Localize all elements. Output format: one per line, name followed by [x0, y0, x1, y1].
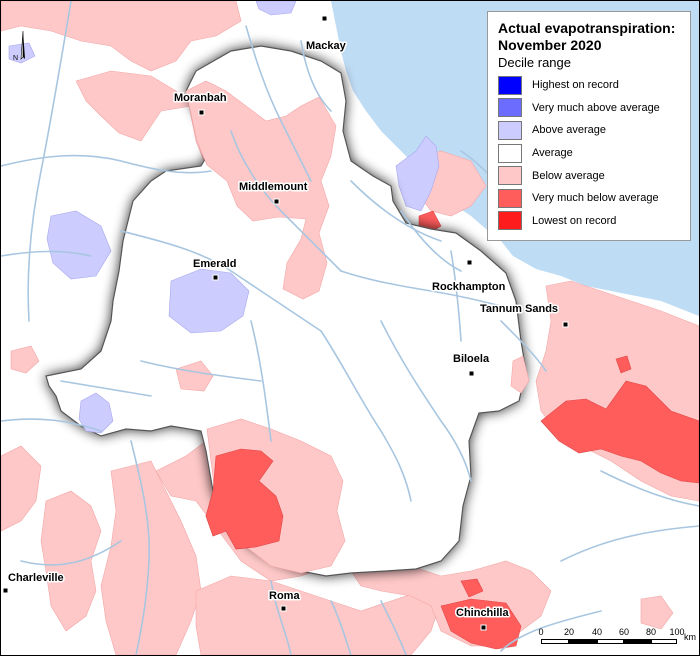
legend-item-very-much-above-average: Very much above average	[498, 97, 680, 120]
town-marker-charleville	[2, 587, 9, 594]
scale-segment	[541, 639, 569, 644]
legend-item-highest-on-record: Highest on record	[498, 74, 680, 97]
legend-label: Highest on record	[532, 79, 619, 92]
town-label-roma: Roma	[269, 590, 300, 602]
town-label-middlemount: Middlemount	[239, 181, 308, 193]
legend-swatch	[498, 143, 522, 163]
legend-label: Lowest on record	[532, 214, 617, 227]
town-label-emerald: Emerald	[193, 258, 236, 270]
legend-label: Below average	[532, 169, 605, 182]
legend-item-above-average: Above average	[498, 119, 680, 142]
north-arrow-icon	[20, 30, 25, 60]
scale-tick-label: 60	[618, 627, 630, 637]
town-marker-rockhampton	[466, 259, 473, 266]
scale-segment	[624, 639, 651, 644]
scale-tick-label: 100	[669, 627, 685, 637]
town-marker-roma	[280, 605, 287, 612]
town-label-moranbah: Moranbah	[174, 92, 227, 104]
legend-label: Average	[532, 147, 573, 160]
scale-tick-label: 40	[591, 627, 603, 637]
legend-title-line2: November 2020	[498, 37, 602, 53]
legend-swatch	[498, 211, 522, 231]
town-label-chinchilla: Chinchilla	[456, 607, 509, 619]
town-label-charleville: Charleville	[8, 572, 64, 584]
town-label-rockhampton: Rockhampton	[432, 281, 506, 293]
scale-segment	[569, 639, 597, 644]
legend-swatch	[498, 188, 522, 208]
town-marker-middlemount	[273, 198, 280, 205]
town-marker-biloela	[468, 370, 475, 377]
legend-swatch	[498, 98, 522, 118]
legend-label: Above average	[532, 124, 606, 137]
legend: Actual evapotranspiration: November 2020…	[487, 11, 691, 241]
legend-swatch	[498, 166, 522, 186]
scale-segment	[597, 639, 624, 644]
scale-bar: 0 20 40 60 80 100 km	[538, 627, 696, 653]
scale-tick-label: 20	[563, 627, 575, 637]
legend-label: Very much above average	[532, 101, 660, 114]
legend-item-lowest-on-record: Lowest on record	[498, 210, 680, 233]
scale-tick-label: 0	[538, 627, 544, 637]
legend-rows: Highest on record Very much above averag…	[498, 74, 680, 232]
town-markers	[2, 15, 569, 631]
legend-label: Very much below average	[532, 192, 659, 205]
legend-title-line1: Actual evapotranspiration:	[498, 20, 676, 36]
scale-tick-label: 80	[645, 627, 657, 637]
town-marker-tannum-sands	[562, 321, 569, 328]
scale-unit-label: km	[684, 632, 696, 642]
legend-swatch	[498, 120, 522, 140]
legend-subtitle: Decile range	[498, 55, 571, 70]
basin-very-much-below-average-areas	[205, 448, 284, 550]
town-label-mackay: Mackay	[306, 40, 347, 52]
town-label-biloela: Biloela	[453, 353, 490, 365]
town-marker-chinchilla	[480, 624, 487, 631]
north-arrow-label: N	[13, 55, 19, 62]
legend-swatch	[498, 75, 522, 95]
legend-title: Actual evapotranspiration: November 2020	[498, 20, 680, 54]
north-arrow: N	[7, 29, 37, 69]
legend-item-average: Average	[498, 142, 680, 165]
legend-item-below-average: Below average	[498, 164, 680, 187]
town-label-tannum-sands: Tannum Sands	[480, 303, 558, 315]
town-marker-mackay	[321, 15, 328, 22]
legend-item-very-much-below-average: Very much below average	[498, 187, 680, 210]
basin-above-average-areas	[78, 268, 250, 434]
town-marker-moranbah	[198, 109, 205, 116]
scale-segment	[651, 639, 677, 644]
town-marker-emerald	[212, 274, 219, 281]
